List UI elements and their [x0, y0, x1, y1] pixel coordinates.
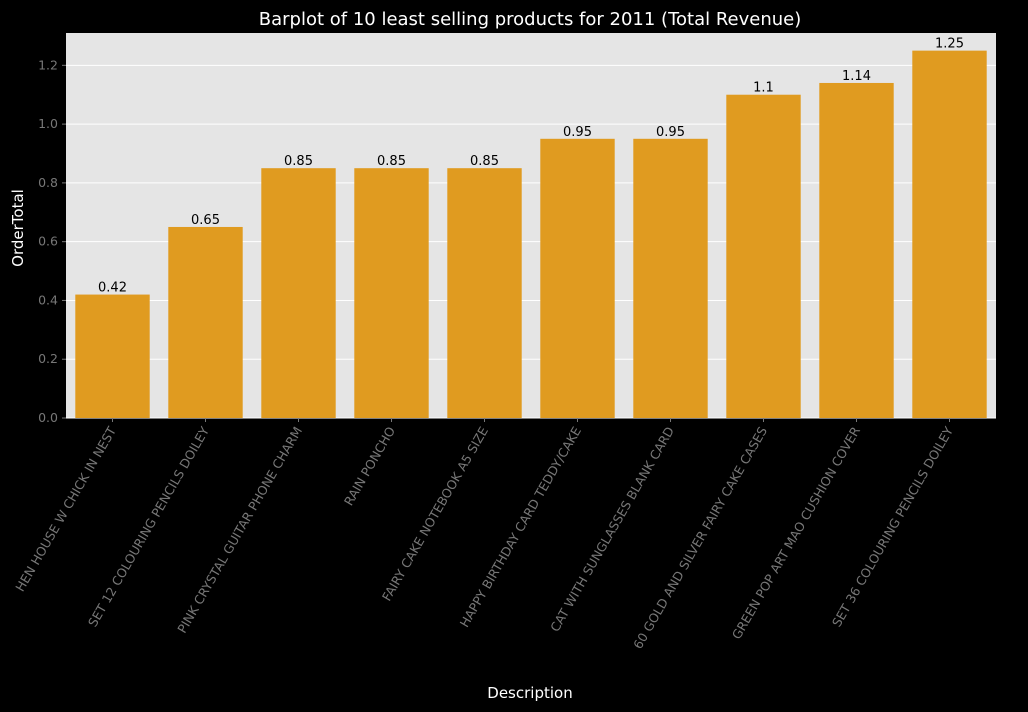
data-labels: 0.42 0.65 0.85 0.85 0.85 0.95 0.95 1.1 1.14 1.25 — [98, 37, 964, 296]
data-label: 0.42 — [98, 281, 127, 296]
data-label: 0.85 — [284, 154, 313, 169]
bar — [726, 94, 801, 418]
y-tick-label: 0.2 — [38, 351, 58, 366]
y-tick-label: 0.0 — [38, 410, 58, 425]
bar — [912, 50, 987, 419]
bar — [75, 294, 150, 418]
chart-title: Barplot of 10 least selling products for… — [259, 9, 802, 30]
bar — [261, 168, 336, 418]
data-label: 0.85 — [377, 154, 406, 169]
bar — [819, 82, 894, 419]
y-tick-label: 1.0 — [38, 116, 58, 131]
bar — [447, 168, 522, 418]
data-label: 0.85 — [470, 154, 499, 169]
data-label: 1.1 — [753, 81, 774, 96]
y-tick-label: 0.4 — [38, 292, 58, 307]
data-label: 0.95 — [563, 125, 592, 140]
y-axis-ticks: 0.0 0.2 0.4 0.6 0.8 1.0 1.2 — [38, 57, 66, 425]
bar — [633, 138, 708, 419]
x-axis-label: Description — [487, 684, 572, 702]
y-axis-label: OrderTotal — [9, 189, 27, 267]
y-tick-label: 1.2 — [38, 57, 58, 72]
y-tick-label: 0.6 — [38, 234, 58, 249]
bar — [540, 138, 615, 419]
bar — [168, 226, 243, 418]
data-label: 0.95 — [656, 125, 685, 140]
data-label: 1.14 — [842, 69, 871, 84]
data-label: 1.25 — [935, 37, 964, 52]
bars — [75, 50, 987, 419]
data-label: 0.65 — [191, 213, 220, 228]
y-tick-label: 0.8 — [38, 175, 58, 190]
bar — [354, 168, 429, 418]
